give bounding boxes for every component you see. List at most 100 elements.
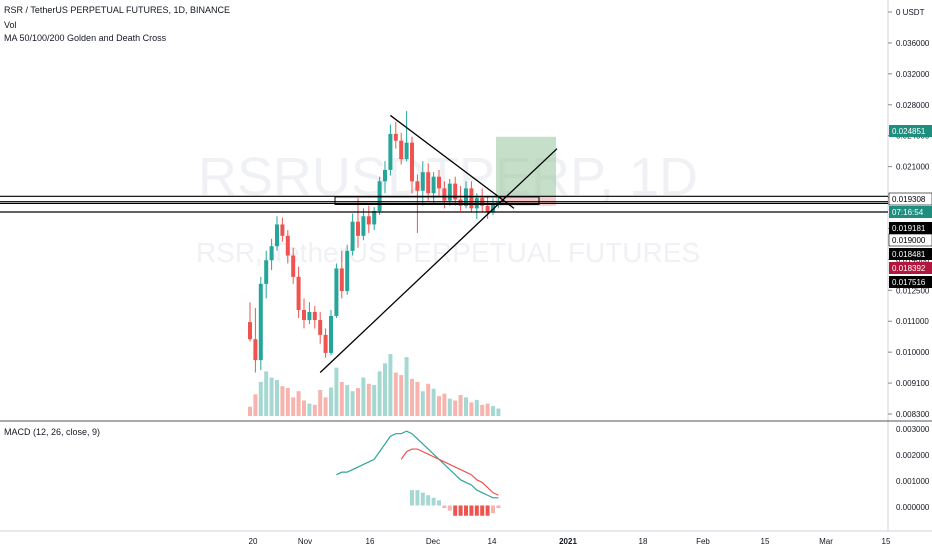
price-tick-label: 0.012500: [896, 286, 930, 295]
price-tick-label: 0.036000: [896, 39, 930, 48]
price-label: 0.018481: [892, 250, 926, 259]
macd-histogram-bar: [442, 505, 447, 509]
macd-histogram-bar: [469, 505, 474, 516]
ascending-support-line: [319, 148, 558, 373]
volume-bar: [383, 363, 387, 416]
volume-bar: [453, 400, 458, 416]
candle-body: [496, 201, 501, 204]
time-tick-label: 14: [488, 537, 497, 546]
candle-body: [447, 183, 452, 201]
volume-bar: [388, 354, 393, 416]
candle-body: [356, 221, 360, 236]
macd-histogram-bar: [426, 495, 431, 506]
volume-bar: [248, 406, 252, 416]
price-label: 0.019000: [892, 236, 926, 245]
price-tick-label: 0.028000: [896, 101, 930, 110]
macd-histogram-bar: [464, 505, 468, 516]
candle-body: [388, 133, 393, 170]
candle-body: [329, 315, 333, 353]
price-label-box: [889, 125, 932, 137]
volume-bar: [302, 400, 306, 416]
volume-bar: [280, 386, 285, 416]
time-tick-label: 20: [249, 537, 258, 546]
price-label: 0.019308: [892, 195, 926, 204]
volume-bar: [415, 381, 420, 416]
price-label-box: [889, 222, 932, 234]
candle-body: [291, 255, 296, 277]
candle-body: [307, 311, 312, 321]
candle-body: [399, 140, 404, 160]
time-tick-label: Mar: [819, 537, 833, 546]
price-label: 0.017516: [892, 278, 926, 287]
candle-body: [334, 268, 339, 316]
time-tick-label: Nov: [298, 537, 312, 546]
volume-bar: [491, 406, 495, 416]
volume-bar: [442, 393, 447, 416]
volume-bar: [296, 391, 301, 416]
candle-body: [302, 309, 306, 321]
candle-body: [420, 172, 425, 191]
volume-bar: [399, 375, 404, 416]
time-tick-label: Feb: [696, 537, 710, 546]
candle-body: [264, 260, 269, 284]
candle-body: [415, 181, 420, 191]
price-tick-label: 0.021000: [896, 163, 930, 172]
candle-body: [442, 188, 447, 201]
price-tick-label: 0.009100: [896, 379, 930, 388]
volume-bar: [496, 408, 501, 416]
macd-histogram-bar: [480, 505, 485, 516]
candle-body: [269, 246, 274, 261]
volume-bar: [350, 391, 355, 416]
price-label-box: [889, 206, 932, 218]
candle-body: [393, 133, 398, 141]
signal-line: [400, 448, 499, 496]
price-tick-label: 0.008300: [896, 410, 930, 419]
candle-body: [323, 334, 328, 353]
macd-tick-label: 0.002000: [896, 451, 930, 460]
volume-bar: [285, 388, 290, 416]
time-tick-label: 15: [882, 537, 891, 546]
candle-body: [372, 210, 377, 225]
candle-body: [383, 169, 387, 182]
candle-body: [426, 172, 431, 194]
volume-bar: [431, 388, 436, 416]
price-tick-label: 0.011000: [896, 317, 929, 326]
macd-line: [336, 430, 499, 499]
volume-bar: [372, 385, 377, 416]
candle-body: [280, 224, 285, 236]
time-tick-label: 18: [639, 537, 648, 546]
volume-bar: [345, 385, 350, 416]
macd-histogram-bar: [415, 490, 420, 506]
candle-body: [285, 235, 290, 256]
volume-bar: [339, 381, 344, 416]
volume-bar: [410, 378, 414, 416]
macd-tick-label: 0.003000: [896, 425, 930, 434]
time-tick-label: 16: [366, 537, 375, 546]
volume-bar: [329, 387, 333, 416]
price-label: 07:16:54: [892, 208, 924, 217]
volume-bar: [474, 399, 479, 416]
volume-bar: [312, 404, 317, 416]
volume-bar: [253, 394, 258, 416]
candle-body: [350, 221, 355, 251]
volume-bar: [334, 367, 339, 416]
macd-histogram-bar: [474, 505, 479, 516]
volume-bar: [361, 377, 366, 416]
volume-bar: [318, 389, 323, 416]
volume-bar: [404, 357, 409, 416]
candle-body: [458, 199, 463, 206]
volume-bar: [458, 394, 463, 416]
volume-bar: [269, 377, 274, 416]
volume-bar: [480, 404, 485, 416]
candle-body: [453, 183, 458, 200]
candle-body: [296, 276, 301, 310]
price-label: 0.019181: [892, 224, 926, 233]
candle-body: [339, 268, 344, 292]
candle-body: [312, 311, 317, 321]
candle-body: [410, 142, 414, 182]
price-label-box: [888, 233, 932, 247]
macd-histogram-bar: [420, 492, 425, 506]
volume-bar: [377, 371, 382, 416]
candle-body: [345, 250, 350, 292]
